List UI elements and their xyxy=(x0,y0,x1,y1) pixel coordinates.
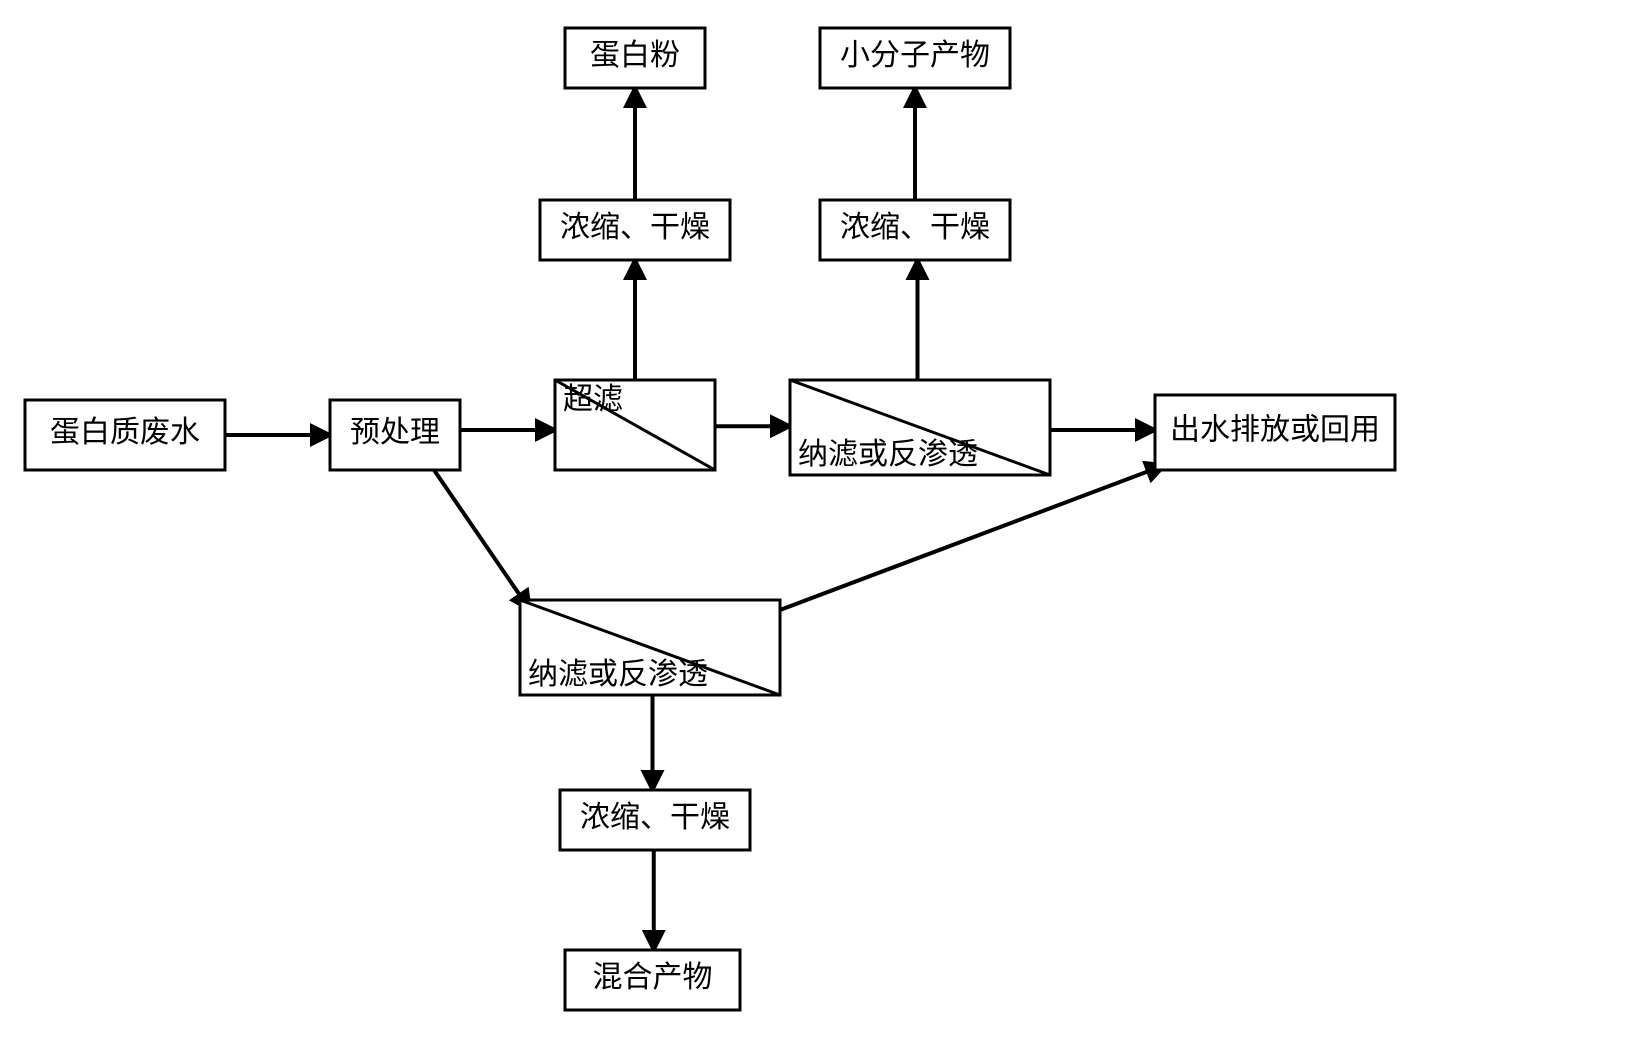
node-mixed_product: 混合产物 xyxy=(565,950,740,1010)
node-ultrafiltration: 超滤 xyxy=(555,380,715,470)
node-label-conc_dry_2: 浓缩、干燥 xyxy=(840,211,990,244)
node-label-discharge: 出水排放或回用 xyxy=(1170,413,1380,446)
node-label-protein_powder: 蛋白粉 xyxy=(590,39,680,72)
node-label-small_mol: 小分子产物 xyxy=(840,39,990,72)
node-small_mol: 小分子产物 xyxy=(820,28,1010,88)
node-label-wastewater: 蛋白质废水 xyxy=(50,416,200,449)
node-label-nf_ro_top: 纳滤或反渗透 xyxy=(798,438,978,471)
nodes: 蛋白质废水预处理超滤纳滤或反渗透出水排放或回用浓缩、干燥蛋白粉浓缩、干燥小分子产… xyxy=(25,28,1395,1010)
node-protein_powder: 蛋白粉 xyxy=(565,28,705,88)
node-label-pretreatment: 预处理 xyxy=(350,416,440,449)
flowchart: 蛋白质废水预处理超滤纳滤或反渗透出水排放或回用浓缩、干燥蛋白粉浓缩、干燥小分子产… xyxy=(0,0,1636,1061)
node-label-conc_dry_1: 浓缩、干燥 xyxy=(560,211,710,244)
edge-pretreatment-nf_ro_bottom xyxy=(434,470,530,610)
node-nf_ro_top: 纳滤或反渗透 xyxy=(790,380,1050,475)
node-label-ultrafiltration: 超滤 xyxy=(563,383,623,416)
node-conc_dry_3: 浓缩、干燥 xyxy=(560,790,750,850)
edge-nf_ro_bottom-discharge xyxy=(780,465,1165,610)
node-pretreatment: 预处理 xyxy=(330,400,460,470)
node-wastewater: 蛋白质废水 xyxy=(25,400,225,470)
node-label-mixed_product: 混合产物 xyxy=(593,961,713,994)
node-conc_dry_2: 浓缩、干燥 xyxy=(820,200,1010,260)
node-conc_dry_1: 浓缩、干燥 xyxy=(540,200,730,260)
node-label-nf_ro_bottom: 纳滤或反渗透 xyxy=(528,658,708,691)
node-discharge: 出水排放或回用 xyxy=(1155,395,1395,470)
node-label-conc_dry_3: 浓缩、干燥 xyxy=(580,801,730,834)
node-nf_ro_bottom: 纳滤或反渗透 xyxy=(520,600,780,695)
